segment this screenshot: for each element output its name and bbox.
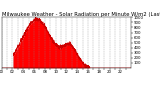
Text: Milwaukee Weather - Solar Radiation per Minute W/m2 (Last 24 Hours): Milwaukee Weather - Solar Radiation per … [2, 12, 160, 17]
